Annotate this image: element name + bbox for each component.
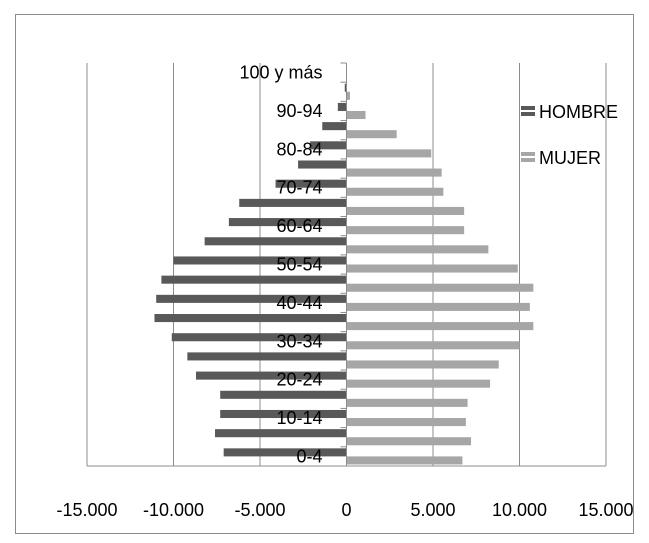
population-pyramid-chart: 0-4 10-14 20-24 30-34 40-44 50-54 60-64 70-74 80…: [56, 62, 634, 520]
bar-hombre: [195, 371, 347, 380]
bar-mujer: [346, 187, 444, 196]
category-label: 40-44: [276, 293, 322, 313]
bar-hombre: [161, 275, 347, 284]
x-tick-label: 5.000: [410, 500, 455, 520]
bar-mujer: [346, 130, 397, 139]
bar-hombre: [156, 294, 347, 303]
category-label: 70-74: [276, 178, 322, 198]
bar-hombre: [298, 160, 347, 169]
category-label: 60-64: [276, 216, 322, 236]
category-label: 20-24: [276, 370, 322, 390]
legend: HOMBRE MUJER: [521, 102, 618, 168]
bar-mujer: [346, 245, 489, 254]
legend-label-hombre: HOMBRE: [539, 102, 618, 122]
category-label: 50-54: [276, 255, 322, 275]
bar-hombre: [344, 83, 347, 92]
bar-mujer: [346, 302, 530, 311]
bar-mujer: [346, 168, 442, 177]
bar-hombre: [337, 102, 347, 111]
bar-mujer: [346, 398, 468, 407]
x-tick-label: 0: [341, 500, 351, 520]
category-label: 0-4: [296, 446, 322, 466]
category-label: 80-84: [276, 139, 322, 159]
legend-swatch-mujer: [521, 152, 535, 156]
legend-swatch-hombre: [521, 112, 535, 116]
bar-mujer: [346, 206, 465, 215]
bar-mujer: [346, 264, 518, 273]
x-tick-label: -15.000: [56, 500, 117, 520]
bar-hombre: [223, 448, 347, 457]
category-label: 90-94: [276, 101, 322, 121]
bar-mujer: [346, 418, 466, 427]
bar-hombre: [171, 333, 347, 342]
value-tick-labels: -15.000 -10.000 -5.000 0 5.000 10.000 15.000: [56, 500, 633, 520]
legend-label-mujer: MUJER: [539, 148, 601, 168]
bar-hombre: [310, 141, 347, 150]
category-label: 30-34: [276, 331, 322, 351]
bar-hombre: [187, 352, 347, 361]
category-tick-labels: 0-4 10-14 20-24 30-34 40-44 50-54 60-64 70-74 80…: [239, 63, 322, 467]
bar-hombre: [220, 409, 347, 419]
x-tick-label: -10.000: [143, 500, 204, 520]
bar-hombre: [173, 256, 347, 265]
bar-hombre: [322, 122, 347, 131]
x-tick-label: -5.000: [234, 500, 285, 520]
bar-mujer: [346, 379, 491, 388]
category-label: 100 y más: [239, 63, 322, 83]
bar-hombre: [215, 429, 347, 438]
x-tick-label: 15.000: [578, 500, 633, 520]
bar-mujer: [346, 110, 366, 120]
bar-hombre: [220, 390, 347, 399]
bar-mujer: [346, 437, 472, 446]
bar-hombre: [239, 198, 347, 207]
bar-mujer: [346, 456, 463, 465]
bar-mujer: [346, 283, 534, 292]
legend-swatch-mujer: [521, 158, 535, 162]
bar-hombre: [204, 237, 347, 246]
bar-hombre: [154, 314, 347, 323]
bar-mujer: [346, 149, 432, 158]
bar-mujer: [346, 341, 520, 350]
bar-mujer: [346, 360, 499, 369]
bars: [154, 64, 534, 465]
bar-hombre: [228, 218, 347, 227]
bar-mujer: [346, 91, 350, 100]
bar-mujer: [346, 322, 534, 331]
legend-swatch-hombre: [521, 106, 535, 110]
chart-frame: 0-4 10-14 20-24 30-34 40-44 50-54 60-64 70-74 80…: [15, 14, 634, 534]
bar-hombre: [275, 179, 347, 188]
x-tick-label: 10.000: [492, 500, 547, 520]
category-axis: [340, 62, 347, 467]
bar-mujer: [346, 226, 465, 235]
category-label: 10-14: [276, 408, 322, 428]
